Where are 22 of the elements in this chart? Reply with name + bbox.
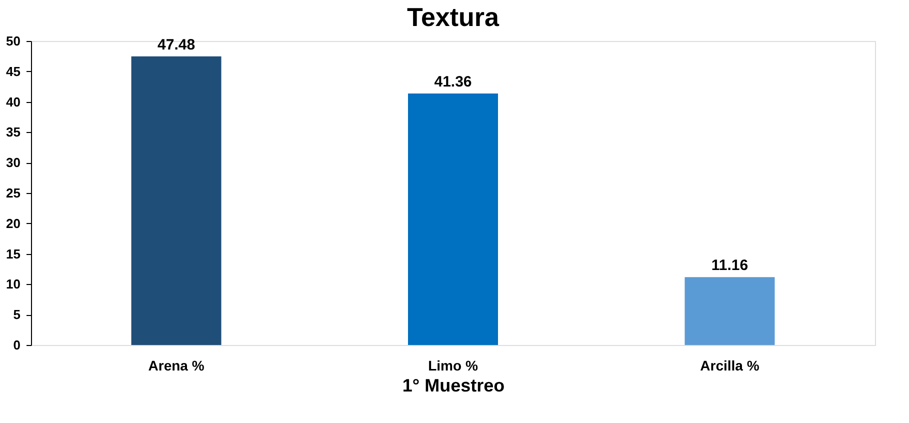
y-tick-label: 30 [6,155,20,170]
y-tick-label: 35 [6,124,20,140]
data-label: 47.48 [158,36,196,54]
x-tick-label: Limo % [428,358,478,374]
bar [684,277,775,345]
y-tick-label: 50 [6,34,20,48]
y-tick-label: 0 [13,338,20,352]
y-tick-label: 45 [6,64,20,79]
y-tick-label: 5 [13,307,20,322]
chart-title: Textura [407,2,500,32]
bar [408,94,498,345]
x-tick-label: Arena % [148,358,205,374]
y-tick-label: 10 [6,276,20,292]
bar [131,56,222,345]
x-tick-label: Arcilla % [700,358,760,374]
y-tick-label: 25 [6,186,20,200]
data-label: 11.16 [711,257,748,274]
y-tick-label: 40 [6,94,20,110]
y-tick-label: 20 [6,216,20,231]
y-tick-label: 15 [6,246,20,262]
data-label: 41.36 [434,74,472,91]
x-axis-title: 1° Muestreo [402,376,505,396]
